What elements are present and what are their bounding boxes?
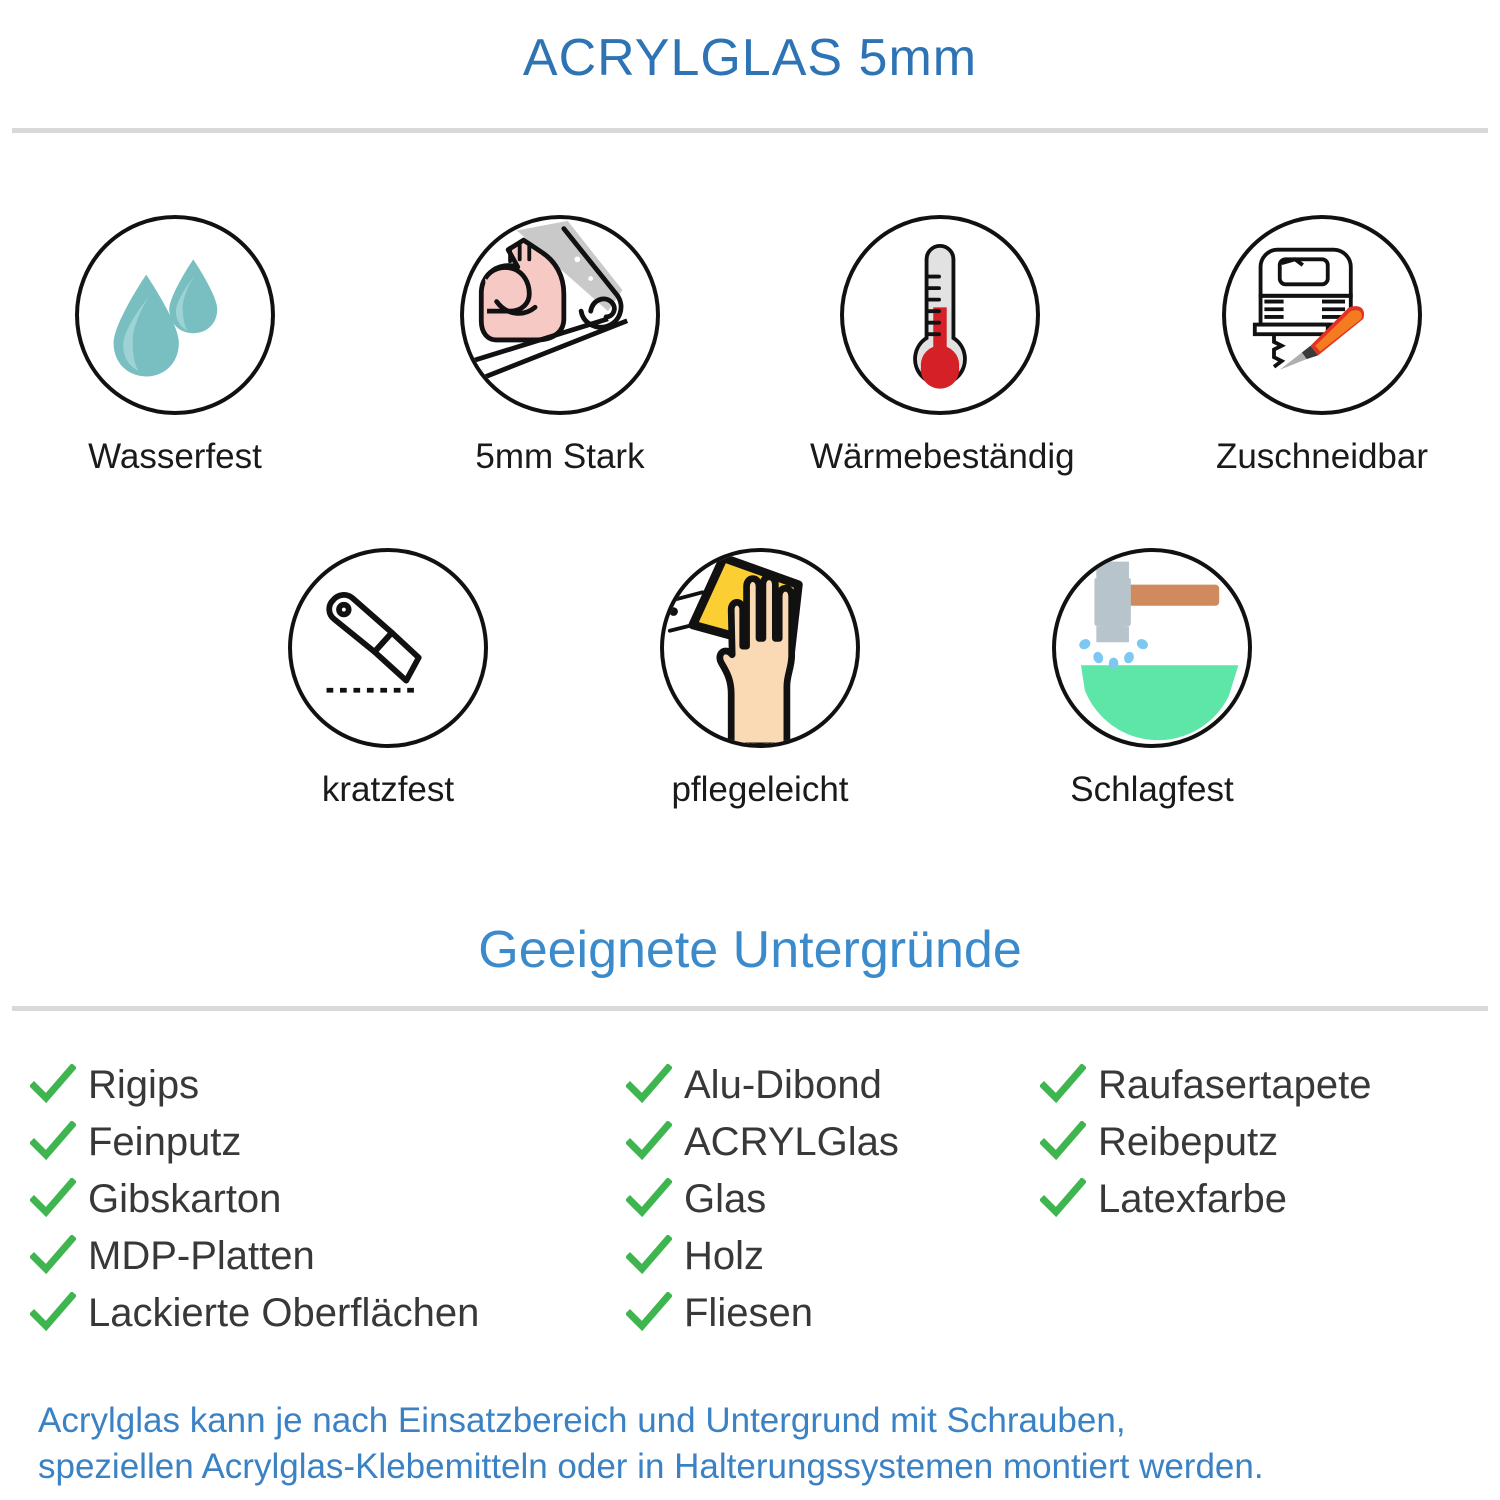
- list-item: Raufasertapete: [1040, 1058, 1372, 1112]
- list-item-label: Alu-Dibond: [684, 1063, 882, 1107]
- list-item: Lackierte Oberflächen: [30, 1286, 479, 1340]
- list-item-label: MDP-Platten: [88, 1234, 315, 1278]
- list-item-label: Rigips: [88, 1063, 200, 1107]
- hammer-impact-icon: [1052, 548, 1252, 748]
- list-item: Holz: [626, 1229, 899, 1283]
- check-icon: [30, 1121, 76, 1163]
- substrate-checklist: Rigips Feinputz Gibskarton MDP-Platten L…: [0, 1058, 1500, 1358]
- check-icon: [626, 1235, 672, 1277]
- divider-middle: [12, 1006, 1488, 1011]
- hand-cloth-icon: [660, 548, 860, 748]
- divider-top: [12, 128, 1488, 133]
- feature-waermebestaendig: Wärmebeständig: [810, 215, 1075, 477]
- list-item: MDP-Platten: [30, 1229, 479, 1283]
- list-item: Rigips: [30, 1058, 479, 1112]
- list-item-label: Reibeputz: [1098, 1120, 1279, 1164]
- check-icon: [626, 1121, 672, 1163]
- section-heading-substrates: Geeignete Untergründe: [478, 921, 1022, 979]
- feature-5mm-stark: 5mm Stark: [430, 215, 690, 477]
- knife-scratch-icon: [288, 548, 488, 748]
- list-item-label: Raufasertapete: [1098, 1063, 1372, 1107]
- list-item: Reibeputz: [1040, 1115, 1372, 1169]
- list-item: Latexfarbe: [1040, 1172, 1372, 1226]
- feature-pflegeleicht: pflegeleicht: [630, 548, 890, 810]
- feature-label: 5mm Stark: [475, 437, 645, 476]
- jigsaw-cutter-icon: [1222, 215, 1422, 415]
- check-icon: [1040, 1121, 1086, 1163]
- list-item-label: Gibskarton: [88, 1177, 282, 1221]
- list-item: Gibskarton: [30, 1172, 479, 1226]
- check-icon: [626, 1178, 672, 1220]
- checklist-column-2: Alu-Dibond ACRYLGlas Glas Holz Fliesen: [626, 1058, 899, 1343]
- list-item-label: Lackierte Oberflächen: [88, 1291, 480, 1335]
- flexing-arm-icon: [460, 215, 660, 415]
- check-icon: [1040, 1178, 1086, 1220]
- feature-schlagfest: Schlagfest: [1022, 548, 1282, 810]
- check-icon: [30, 1178, 76, 1220]
- check-icon: [1040, 1064, 1086, 1106]
- feature-zuschneidbar: Zuschneidbar: [1192, 215, 1452, 477]
- footer-note-line-1: Acrylglas kann je nach Einsatzbereich un…: [38, 1401, 1126, 1440]
- list-item-label: Latexfarbe: [1098, 1177, 1288, 1221]
- list-item-label: Holz: [684, 1234, 765, 1278]
- footer-note-line-2: speziellen Acrylglas-Klebemitteln oder i…: [38, 1447, 1264, 1487]
- list-item: Fliesen: [626, 1286, 899, 1340]
- list-item: Alu-Dibond: [626, 1058, 899, 1112]
- check-icon: [30, 1292, 76, 1334]
- feature-label: Wasserfest: [88, 437, 262, 476]
- check-icon: [30, 1235, 76, 1277]
- check-icon: [30, 1064, 76, 1106]
- list-item: Feinputz: [30, 1115, 479, 1169]
- feature-label: Wärmebeständig: [810, 437, 1075, 476]
- thermometer-icon: [840, 215, 1040, 415]
- feature-label: pflegeleicht: [671, 770, 849, 809]
- footer-note: Acrylglas kann je nach Einsatzbereich un…: [38, 1398, 1478, 1490]
- check-icon: [626, 1064, 672, 1106]
- list-item: ACRYLGlas: [626, 1115, 899, 1169]
- list-item-label: Glas: [684, 1177, 767, 1221]
- feature-kratzfest: kratzfest: [258, 548, 518, 810]
- checklist-column-1: Rigips Feinputz Gibskarton MDP-Platten L…: [30, 1058, 479, 1343]
- water-drops-icon: [75, 215, 275, 415]
- list-item-label: Feinputz: [88, 1120, 242, 1164]
- feature-label: Schlagfest: [1070, 770, 1234, 809]
- check-icon: [626, 1292, 672, 1334]
- feature-label: kratzfest: [321, 770, 455, 809]
- feature-label: Zuschneidbar: [1215, 437, 1429, 476]
- list-item: Glas: [626, 1172, 899, 1226]
- list-item-label: Fliesen: [684, 1291, 813, 1335]
- page-title: ACRYLGLAS 5mm: [522, 29, 978, 87]
- checklist-column-3: Raufasertapete Reibeputz Latexfarbe: [1040, 1058, 1372, 1229]
- feature-wasserfest: Wasserfest: [45, 215, 305, 477]
- list-item-label: ACRYLGlas: [684, 1120, 899, 1164]
